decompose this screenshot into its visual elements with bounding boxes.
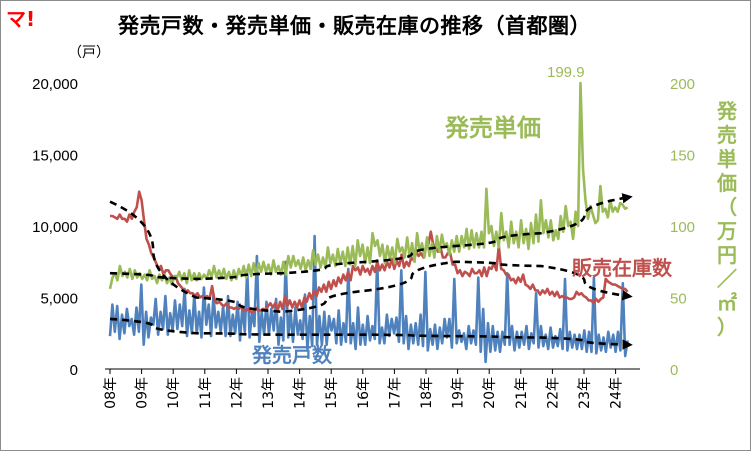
series-line-販売在庫数 [110, 190, 629, 314]
right-tick-label: 50 [670, 291, 687, 308]
trendline-発売単価 [109, 193, 633, 281]
series-label-units: 発売戸数 [251, 343, 333, 367]
right-tick-label: 100 [670, 219, 695, 236]
right-tick-label: 150 [670, 148, 695, 165]
right-axis-label-char: 売 [717, 123, 737, 147]
x-tick-label: 13年 [261, 377, 277, 409]
x-tick-label: 20年 [482, 377, 498, 409]
svg-text:マ!: マ! [6, 7, 34, 31]
right-axis-label-char: 円 [717, 243, 737, 267]
x-tick-label: 18年 [419, 377, 435, 409]
x-tick-label: 14年 [293, 377, 309, 409]
left-tick-label: 0 [70, 362, 78, 379]
x-tick-label: 08年 [103, 377, 119, 409]
right-axis-label-char: 発 [716, 99, 738, 123]
series-line-発売戸数 [108, 234, 629, 364]
series-label-price: 発売単価 [444, 114, 541, 142]
trendline-発売戸数 [109, 317, 633, 350]
x-tick-label: 24年 [609, 377, 625, 409]
left-tick-label: 20,000 [32, 76, 78, 93]
x-tick-label: 10年 [166, 377, 182, 409]
right-axis-label-char: ／ [717, 267, 737, 291]
left-tick-label: 10,000 [32, 219, 78, 236]
right-axis-label-char: 価 [716, 171, 737, 195]
right-axis-label-char: ） [717, 315, 737, 339]
x-tick-label: 19年 [451, 377, 467, 409]
trendline-販売在庫数 [109, 200, 633, 314]
right-axis-label-char: ㎡ [717, 291, 737, 315]
peak-value-label: 199.9 [547, 64, 585, 81]
x-tick-label: 09年 [135, 377, 151, 409]
right-axis-label-char: 万 [716, 219, 737, 243]
x-tick-label: 21年 [514, 377, 530, 409]
x-tick-label: 17年 [387, 377, 403, 409]
series-label-inventory: 販売在庫数 [572, 256, 673, 280]
left-tick-label: 15,000 [32, 148, 78, 165]
left-axis-unit: （戸） [68, 45, 110, 61]
x-tick-label: 11年 [198, 377, 214, 409]
right-axis-label-char: （ [717, 195, 737, 219]
right-tick-label: 200 [670, 76, 695, 93]
x-tick-label: 22年 [545, 377, 561, 409]
x-tick-label: 16年 [356, 377, 372, 409]
left-tick-label: 5,000 [40, 291, 78, 308]
right-tick-label: 0 [670, 362, 678, 379]
x-tick-label: 15年 [324, 377, 340, 409]
x-tick-label: 12年 [229, 377, 245, 409]
x-tick-label: 23年 [577, 377, 593, 409]
magazine-logo: マ! [6, 7, 34, 31]
series-line-発売単価 [108, 81, 629, 290]
right-axis-label-char: 単 [717, 147, 737, 171]
chart-title: 発売戸数・発売単価・販売在庫の推移（首都圏） [118, 14, 591, 38]
